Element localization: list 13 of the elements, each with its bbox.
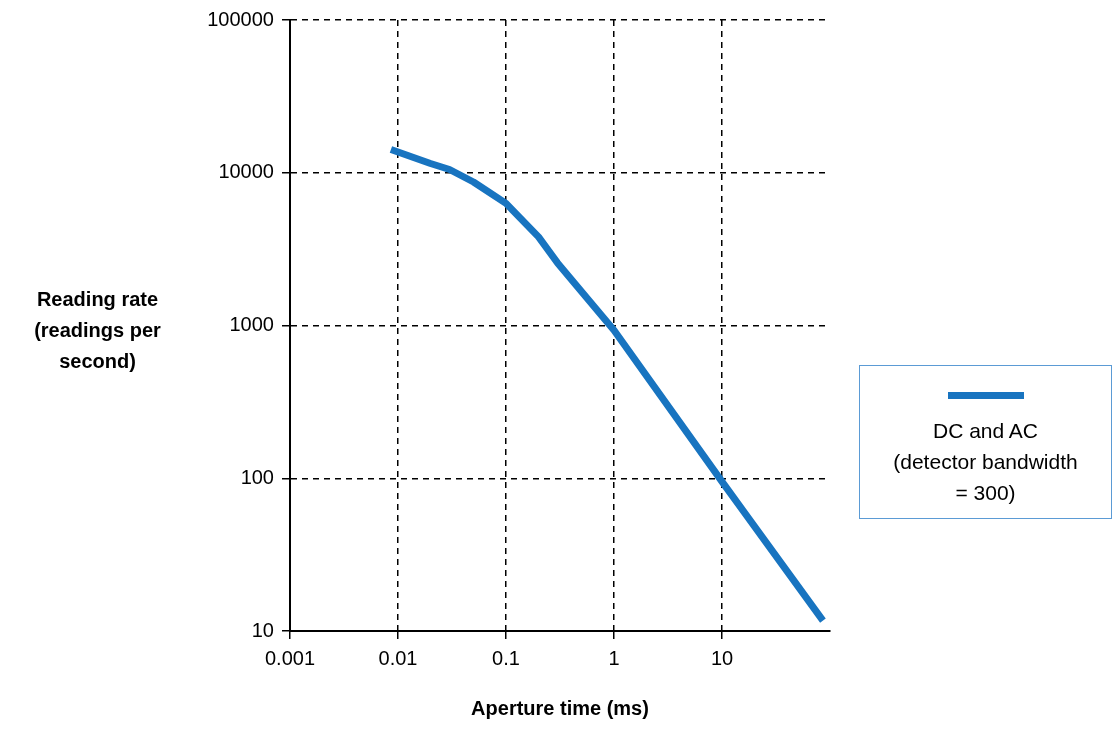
y-tick-label: 10: [251, 618, 274, 641]
y-tick-label: 1000: [229, 313, 274, 336]
y-axis-title: Reading rate (readings per second): [33, 287, 162, 374]
x-tick-label: 0.01: [378, 646, 418, 669]
x-axis-title: Aperture time (ms): [471, 696, 649, 719]
legend-label: DC and AC (detector bandwidth = 300): [892, 418, 1079, 506]
x-tick-label: 10: [710, 646, 734, 669]
y-tick-label: 100000: [207, 7, 274, 30]
x-tick-label: 0.1: [492, 646, 520, 669]
x-tick-label: 1: [608, 646, 620, 669]
y-tick-label: 10000: [218, 160, 274, 183]
y-tick-label: 100: [240, 465, 274, 488]
x-tick-label: 0.001: [264, 646, 316, 669]
